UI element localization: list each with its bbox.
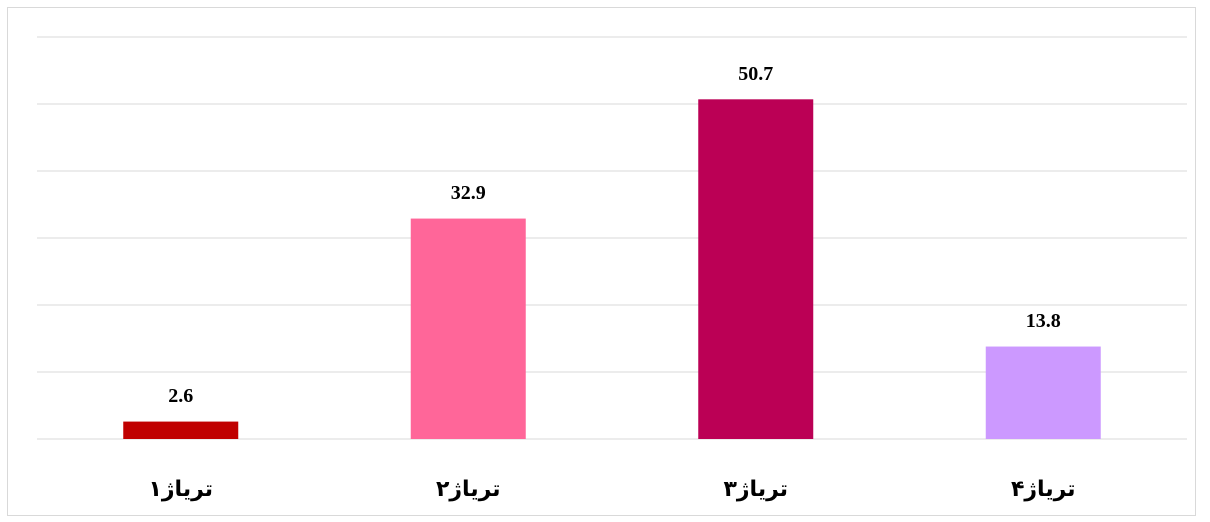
bar [123, 421, 239, 439]
bar [698, 99, 814, 439]
bar [410, 218, 526, 439]
x-tick-label: تریاژ۳ [723, 477, 788, 502]
x-tick-label: تریاژ۲ [436, 477, 501, 502]
value-label: 32.9 [451, 182, 486, 204]
value-label: 50.7 [738, 63, 773, 85]
value-label: 2.6 [168, 385, 193, 407]
x-tick-label: تریاژ۱ [148, 477, 213, 502]
bar [985, 346, 1101, 439]
value-label: 13.8 [1026, 310, 1061, 332]
x-tick-label: تریاژ۴ [1011, 477, 1076, 502]
